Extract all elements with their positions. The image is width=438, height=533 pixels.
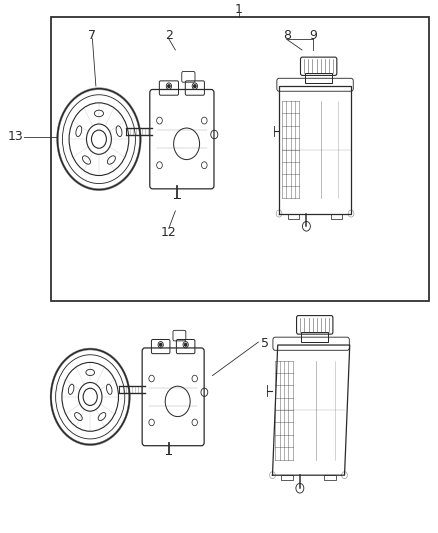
Circle shape [184,343,187,346]
Circle shape [168,85,170,87]
Text: 5: 5 [261,337,269,350]
Bar [301,332,328,342]
Circle shape [194,85,196,87]
Text: 8: 8 [283,29,291,42]
Bar [325,475,336,480]
Bar [305,74,332,84]
Bar [331,214,343,219]
Text: 9: 9 [309,29,317,42]
Circle shape [159,343,162,346]
Text: 7: 7 [88,29,96,42]
Bar [288,214,299,219]
Text: 12: 12 [161,225,177,239]
Bar [281,475,293,480]
Bar [51,17,428,301]
Text: 2: 2 [165,29,173,42]
Text: 1: 1 [235,3,243,15]
Text: 13: 13 [8,130,24,143]
